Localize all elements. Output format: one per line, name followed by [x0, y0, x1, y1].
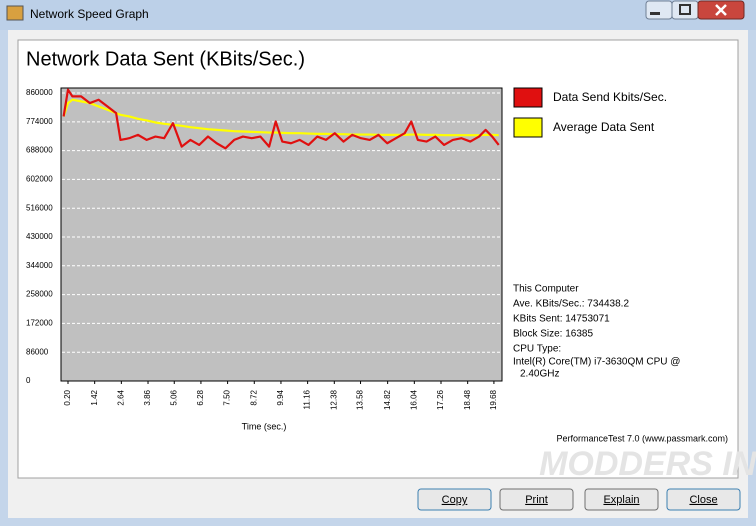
button-label: Explain [603, 494, 639, 506]
x-tick-label: 6.28 [196, 389, 205, 405]
button-face [666, 488, 741, 511]
x-tick-label: 1.42 [90, 389, 99, 405]
legend-swatch [513, 87, 543, 108]
x-axis-label: Time (sec.) [242, 421, 287, 431]
button[interactable]: Explain [584, 488, 659, 511]
x-tick-label: 16.04 [409, 389, 418, 410]
x-tick-label: 12.38 [329, 389, 338, 410]
button-label: Print [525, 494, 548, 506]
minimize-button[interactable] [645, 0, 673, 20]
y-tick-label: 172000 [26, 319, 53, 328]
y-tick-label: 688000 [26, 146, 53, 155]
info-line: Ave. KBits/Sec.: 734438.2 [513, 299, 629, 310]
button[interactable]: Copy [417, 488, 492, 511]
info-line: Intel(R) Core(TM) i7-3630QM CPU @ [513, 357, 680, 368]
y-tick-label: 516000 [26, 203, 53, 212]
x-tick-label: 5.06 [169, 389, 178, 405]
window-controls [645, 0, 745, 20]
y-tick-label: 258000 [26, 290, 53, 299]
x-tick-label: 7.50 [223, 389, 232, 405]
info-line: CPU Type: [513, 344, 561, 355]
legend-label: Average Data Sent [553, 120, 655, 134]
button-bar: Copy Print Explain Close [417, 488, 741, 511]
x-tick-label: 17.26 [436, 389, 445, 410]
info-line: Block Size: 16385 [513, 329, 593, 340]
maximize-glyph [679, 4, 691, 15]
info-line: This Computer [513, 284, 579, 295]
maximize-button[interactable] [671, 0, 699, 20]
x-tick-label: 8.72 [249, 389, 258, 405]
x-tick-label: 9.94 [276, 389, 285, 405]
minimize-glyph [650, 12, 660, 15]
y-tick-label: 344000 [26, 261, 53, 270]
watermark: MODDERS INC [539, 445, 756, 483]
info-line: KBits Sent: 14753071 [513, 314, 610, 325]
chart-title: Network Data Sent (KBits/Sec.) [26, 48, 305, 70]
x-tick-label: 14.82 [383, 389, 392, 410]
button-face [499, 488, 574, 511]
x-tick-label: 19.68 [489, 389, 498, 410]
y-tick-label: 774000 [26, 117, 53, 126]
x-tick-label: 2.64 [116, 389, 125, 405]
button[interactable]: Print [499, 488, 574, 511]
x-tick-label: 13.58 [356, 389, 365, 410]
info-line: 2.40GHz [520, 369, 559, 380]
legend-label: Data Send Kbits/Sec. [553, 90, 667, 104]
button-face [584, 488, 659, 511]
data-line [62, 88, 500, 150]
close-glyph [715, 4, 727, 16]
app-icon [6, 5, 24, 21]
y-tick-label: 86000 [26, 347, 49, 356]
title-bar [0, 0, 756, 30]
legend-swatch [513, 117, 543, 138]
button-face [417, 488, 492, 511]
footer-text: PerformanceTest 7.0 (www.passmark.com) [556, 433, 728, 443]
x-tick-label: 3.86 [143, 389, 152, 405]
window-title: Network Speed Graph [30, 7, 149, 21]
x-tick-label: 11.16 [303, 389, 312, 409]
x-tick-label: 0.20 [63, 389, 72, 405]
y-tick-label: 430000 [26, 232, 53, 241]
button[interactable]: Close [666, 488, 741, 511]
button-label: Close [689, 494, 717, 506]
y-tick-label: 0 [26, 376, 31, 385]
y-tick-label: 860000 [26, 88, 53, 97]
button-label: Copy [442, 494, 468, 506]
y-tick-label: 602000 [26, 175, 53, 184]
x-tick-label: 18.48 [463, 389, 472, 410]
